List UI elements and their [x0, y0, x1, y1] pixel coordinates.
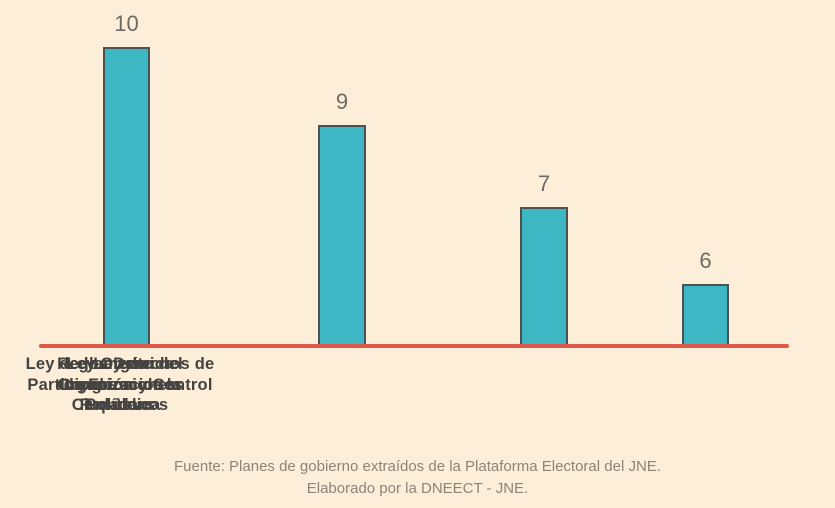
- bar-group-reglamento: 10: [7, 0, 247, 347]
- source-note: Fuente: Planes de gobierno extraídos de …: [0, 456, 835, 499]
- category-label-ley-organica: Ley Orgánica de Elecciones: [63, 355, 177, 394]
- source-note-line2: Elaborado por la DNEECT - JNE.: [306, 479, 529, 497]
- bar-ley-derechos: [318, 125, 366, 347]
- bar-group-ley-organizaciones: 6: [586, 0, 826, 347]
- category-label-ley-organizaciones: Ley de Organizaciones Políticas: [57, 355, 183, 414]
- bar-value-label: 7: [537, 171, 551, 196]
- bar-group-ley-organica: 7: [424, 0, 664, 347]
- bar-reglamento: [103, 47, 150, 347]
- bar-ley-organizaciones: [682, 284, 729, 347]
- source-note-line1: Fuente: Planes de gobierno extraídos de …: [174, 458, 661, 475]
- bar-value-label: 9: [335, 89, 349, 114]
- category-label-ley-derechos: Ley de los Derechos de Participación y C…: [25, 355, 215, 414]
- category-label-reglamento: Reglamento del Congreso de la República: [57, 355, 183, 414]
- bar-value-label: 6: [699, 248, 712, 273]
- bar-value-label: 10: [114, 11, 139, 36]
- bar-ley-organica: [520, 207, 568, 347]
- bar-group-ley-derechos: 9: [222, 0, 462, 347]
- x-axis-line: [39, 344, 789, 348]
